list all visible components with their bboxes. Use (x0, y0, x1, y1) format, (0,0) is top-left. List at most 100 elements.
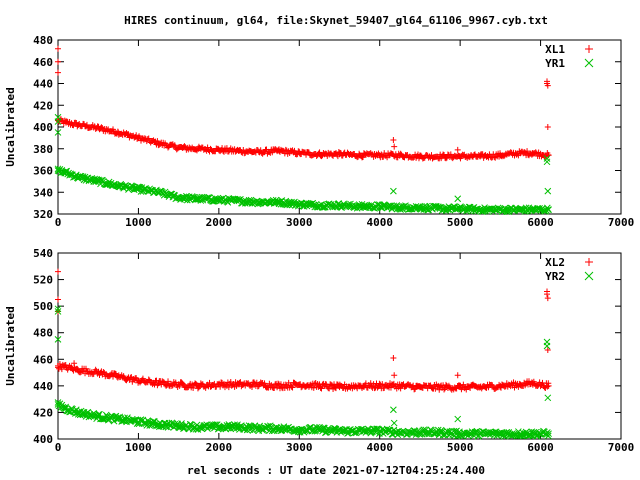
outlier-point (55, 69, 61, 76)
data-point (517, 381, 524, 388)
data-point (135, 377, 142, 384)
outlier-point (544, 187, 552, 195)
x-tick-label: 3000 (286, 216, 313, 229)
data-point (115, 373, 122, 380)
data-point (195, 195, 203, 203)
data-point (155, 421, 162, 428)
outlier-point (54, 308, 62, 315)
outlier-point (544, 295, 551, 302)
data-point (385, 383, 392, 390)
y-tick-label: 360 (33, 165, 53, 178)
data-point (356, 427, 363, 435)
data-point (145, 376, 152, 383)
data-point (392, 151, 399, 158)
outlier-point (544, 346, 551, 353)
data-point (476, 430, 484, 438)
data-point (336, 427, 343, 435)
data-point (202, 384, 209, 391)
data-point (54, 401, 62, 408)
data-point (275, 425, 283, 432)
data-point (63, 364, 70, 371)
y-tick-label: 460 (33, 56, 53, 69)
data-point (215, 146, 222, 153)
y-axis-label: Uncalibrated (4, 306, 17, 385)
x-tick-label: 5000 (447, 216, 474, 229)
data-point (155, 188, 162, 196)
data-point (336, 201, 343, 209)
data-point (296, 150, 303, 157)
y-tick-label: 440 (33, 78, 53, 91)
data-point (411, 386, 418, 393)
data-point (316, 201, 323, 209)
outlier-point (390, 137, 397, 144)
data-point (235, 147, 242, 154)
data-point (545, 430, 552, 438)
outlier-point (54, 305, 62, 313)
data-point (544, 383, 551, 390)
data-point (396, 429, 404, 436)
outlier-point (54, 118, 62, 125)
x-tick-label: 0 (55, 216, 62, 229)
plot-frame (57, 252, 622, 440)
outlier-point (544, 124, 551, 130)
outlier-point (544, 394, 552, 402)
y-tick-label: 380 (33, 143, 53, 156)
data-point (545, 206, 552, 214)
data-point (497, 152, 504, 159)
x-axis-label: rel seconds : UT date 2021-07-12T04:25:2… (187, 464, 485, 477)
data-point (63, 119, 70, 126)
outlier-point (55, 58, 61, 65)
data-point (457, 384, 464, 391)
data-point (442, 155, 449, 162)
legend-label: XL1 (545, 43, 565, 56)
data-point (220, 198, 228, 205)
data-point (225, 384, 232, 391)
series-xl2 (55, 268, 552, 393)
y-tick-label: 320 (33, 208, 53, 221)
data-point (74, 409, 82, 416)
data-point (416, 153, 423, 160)
data-point (441, 386, 448, 393)
outlier-point (54, 336, 62, 343)
data-point (416, 384, 423, 391)
data-point (155, 380, 162, 387)
data-point (356, 382, 363, 389)
data-point (95, 369, 102, 376)
outlier-point (55, 45, 61, 52)
x-tick-label: 4000 (366, 441, 393, 454)
data-point (215, 381, 222, 388)
data-point (255, 198, 263, 206)
data-point (142, 420, 150, 427)
data-point (497, 430, 504, 438)
chart-panel-2: 400 420 440 460 480 500 520 540 0 1000 2000 3000 400… (4, 247, 634, 454)
data-point (215, 196, 223, 204)
data-point (62, 405, 70, 412)
data-point (235, 423, 243, 431)
data-point (115, 129, 122, 136)
data-point (94, 413, 102, 420)
data-point (207, 423, 214, 431)
data-point (175, 422, 182, 430)
outlier-point (391, 372, 398, 379)
data-point (456, 205, 464, 212)
data-point (82, 365, 89, 372)
data-point (319, 204, 326, 211)
data-point (521, 149, 528, 156)
data-point (497, 206, 504, 214)
outlier-point (55, 268, 61, 275)
data-point (135, 418, 142, 426)
data-point (529, 206, 536, 214)
data-point (477, 153, 484, 160)
data-point (541, 384, 548, 391)
data-point (371, 385, 378, 392)
data-point (114, 415, 122, 423)
y-tick-label: 420 (33, 406, 53, 419)
y-tick-label: 460 (33, 353, 53, 366)
data-point (437, 384, 444, 391)
data-point (397, 385, 404, 392)
data-point (517, 430, 524, 438)
data-point (62, 169, 70, 177)
data-point (83, 121, 90, 128)
legend-label: YR1 (545, 57, 565, 70)
data-point (275, 198, 283, 206)
